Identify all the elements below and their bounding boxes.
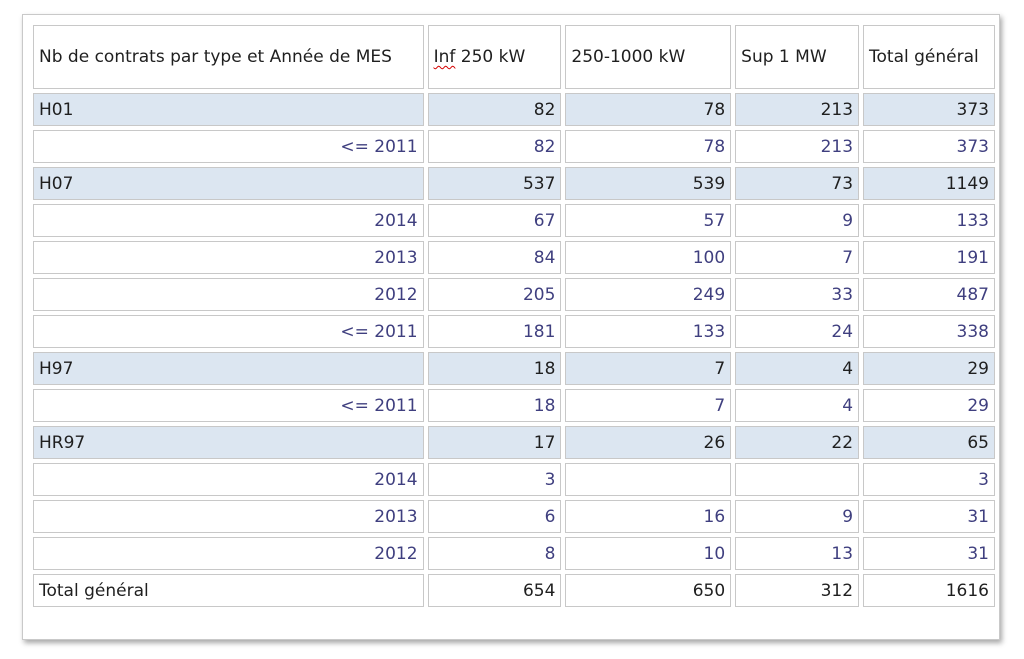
table-row: 2014 3 3 [33, 463, 995, 496]
group-row: H01 82 78 213 373 [33, 93, 995, 126]
value-cell: 24 [735, 315, 860, 348]
value-cell: 17 [427, 426, 562, 459]
group-row: HR97 17 26 22 65 [33, 426, 995, 459]
value-cell: 10 [565, 537, 732, 570]
value-cell: 191 [863, 241, 995, 274]
value-cell: 213 [735, 130, 860, 163]
value-cell: 338 [863, 315, 995, 348]
table-row: 2014 67 57 9 133 [33, 204, 995, 237]
value-cell: 3 [863, 463, 995, 496]
value-cell: 312 [735, 574, 860, 607]
table-row: 2012 205 249 33 487 [33, 278, 995, 311]
value-cell: 133 [863, 204, 995, 237]
value-cell: 22 [735, 426, 860, 459]
value-cell: 13 [735, 537, 860, 570]
spellcheck-word: Inf [433, 47, 456, 67]
value-cell: 373 [863, 93, 995, 126]
value-cell: 213 [735, 93, 860, 126]
value-cell: 65 [863, 426, 995, 459]
row-label: Total général [33, 574, 424, 607]
value-cell: 16 [565, 500, 732, 533]
value-cell: 7 [565, 352, 732, 385]
table-row: <= 2011 82 78 213 373 [33, 130, 995, 163]
value-cell: 82 [427, 93, 562, 126]
value-cell: 654 [427, 574, 562, 607]
row-label: 2013 [33, 500, 424, 533]
value-cell: 650 [565, 574, 732, 607]
value-cell: 1616 [863, 574, 995, 607]
value-cell: 67 [427, 204, 562, 237]
value-cell: 84 [427, 241, 562, 274]
value-cell: 33 [735, 278, 860, 311]
value-cell: 7 [735, 241, 860, 274]
value-cell: 487 [863, 278, 995, 311]
row-label: <= 2011 [33, 130, 424, 163]
contracts-table: Nb de contrats par type et Année de MES … [29, 21, 999, 611]
row-label: 2013 [33, 241, 424, 274]
value-cell: 1149 [863, 167, 995, 200]
row-label: 2012 [33, 537, 424, 570]
table-row: <= 2011 18 7 4 29 [33, 389, 995, 422]
value-cell: 8 [427, 537, 562, 570]
table-row: <= 2011 181 133 24 338 [33, 315, 995, 348]
value-cell: 100 [565, 241, 732, 274]
row-label: HR97 [33, 426, 424, 459]
value-cell: 18 [427, 389, 562, 422]
value-cell: 537 [427, 167, 562, 200]
value-cell: 29 [863, 389, 995, 422]
table-row: 2013 6 16 9 31 [33, 500, 995, 533]
value-cell: 78 [565, 93, 732, 126]
value-cell: 26 [565, 426, 732, 459]
header-row: Nb de contrats par type et Année de MES … [33, 25, 995, 89]
value-cell: 205 [427, 278, 562, 311]
header-250-1000-kw: 250-1000 kW [565, 25, 732, 89]
header-row-label: Nb de contrats par type et Année de MES [33, 25, 424, 89]
value-cell: 9 [735, 500, 860, 533]
value-cell [565, 463, 732, 496]
value-cell: 133 [565, 315, 732, 348]
row-label: H07 [33, 167, 424, 200]
row-label: <= 2011 [33, 389, 424, 422]
value-cell: 373 [863, 130, 995, 163]
value-cell: 31 [863, 500, 995, 533]
value-cell: 82 [427, 130, 562, 163]
row-label: <= 2011 [33, 315, 424, 348]
header-sup-1-mw: Sup 1 MW [735, 25, 860, 89]
value-cell: 4 [735, 352, 860, 385]
value-cell: 18 [427, 352, 562, 385]
group-row: H97 18 7 4 29 [33, 352, 995, 385]
value-cell: 3 [427, 463, 562, 496]
table-row: 2012 8 10 13 31 [33, 537, 995, 570]
group-row: H07 537 539 73 1149 [33, 167, 995, 200]
table-row: 2013 84 100 7 191 [33, 241, 995, 274]
row-label: H97 [33, 352, 424, 385]
row-label: 2012 [33, 278, 424, 311]
header-inf-250-kw-rest: 250 kW [455, 47, 526, 67]
value-cell: 4 [735, 389, 860, 422]
value-cell: 78 [565, 130, 732, 163]
value-cell: 6 [427, 500, 562, 533]
table-frame: Nb de contrats par type et Année de MES … [22, 14, 1000, 640]
value-cell: 181 [427, 315, 562, 348]
value-cell: 57 [565, 204, 732, 237]
value-cell: 73 [735, 167, 860, 200]
row-label: 2014 [33, 463, 424, 496]
row-label: 2014 [33, 204, 424, 237]
header-inf-250-kw: Inf 250 kW [427, 25, 562, 89]
value-cell: 9 [735, 204, 860, 237]
value-cell: 7 [565, 389, 732, 422]
value-cell [735, 463, 860, 496]
value-cell: 249 [565, 278, 732, 311]
header-total-general: Total général [863, 25, 995, 89]
row-label: H01 [33, 93, 424, 126]
value-cell: 31 [863, 537, 995, 570]
value-cell: 29 [863, 352, 995, 385]
value-cell: 539 [565, 167, 732, 200]
total-row: Total général 654 650 312 1616 [33, 574, 995, 607]
